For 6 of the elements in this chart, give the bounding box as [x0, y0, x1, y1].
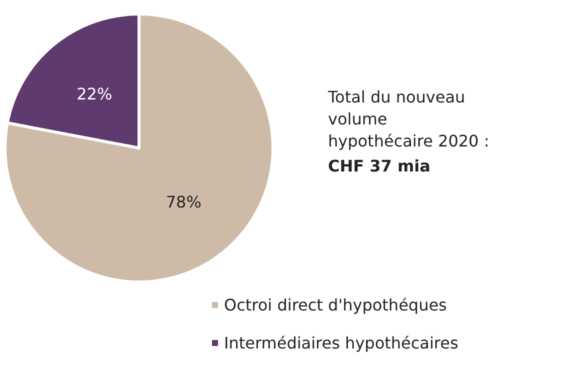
data-label: 22%: [76, 84, 112, 104]
data-label: 78%: [166, 192, 202, 212]
text: Total du nouveau volume hypothécaire 2020 :: [327, 88, 490, 150]
text: CHF 37 mia: [328, 156, 430, 176]
legend-label: Octroi direct d'hypothéques: [224, 296, 447, 314]
legend-label: Intermédiaires hypothécaires: [224, 334, 458, 352]
